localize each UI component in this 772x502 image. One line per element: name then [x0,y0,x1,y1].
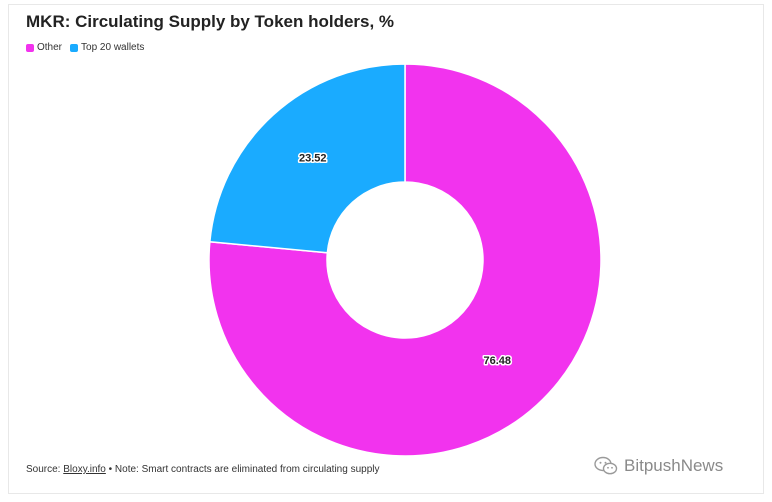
donut-labels: 76.48 23.52 [297,151,512,369]
legend-label-top-20-wallets: Top 20 wallets [81,42,145,53]
chart-legend: Other Top 20 wallets [26,42,144,53]
legend-item-other[interactable]: Other [26,42,62,53]
data-label-other: 76.48 [484,355,512,367]
source-prefix: Source: [26,464,64,475]
legend-swatch-top-20-wallets [70,43,79,52]
source-note: Source: Bloxy.info • Note: Smart contrac… [26,464,379,475]
legend-item-top-20-wallets[interactable]: Top 20 wallets [70,42,144,53]
legend-swatch-other [26,43,34,52]
watermark: BitpushNews [594,456,723,476]
chart-title: MKR: Circulating Supply by Token holders… [26,12,395,31]
source-note-text: • Note: Smart contracts are eliminated f… [105,464,380,475]
wechat-icon [594,456,618,475]
slice-top-20-wallets[interactable] [209,63,406,254]
donut-slices [208,63,602,457]
source-link[interactable]: Bloxy.info [63,464,106,475]
slice-other[interactable] [208,63,602,457]
legend-label-other: Other [37,42,63,53]
data-label-top-20-wallets: 23.52 [299,153,327,165]
watermark-text: BitpushNews [624,456,724,475]
